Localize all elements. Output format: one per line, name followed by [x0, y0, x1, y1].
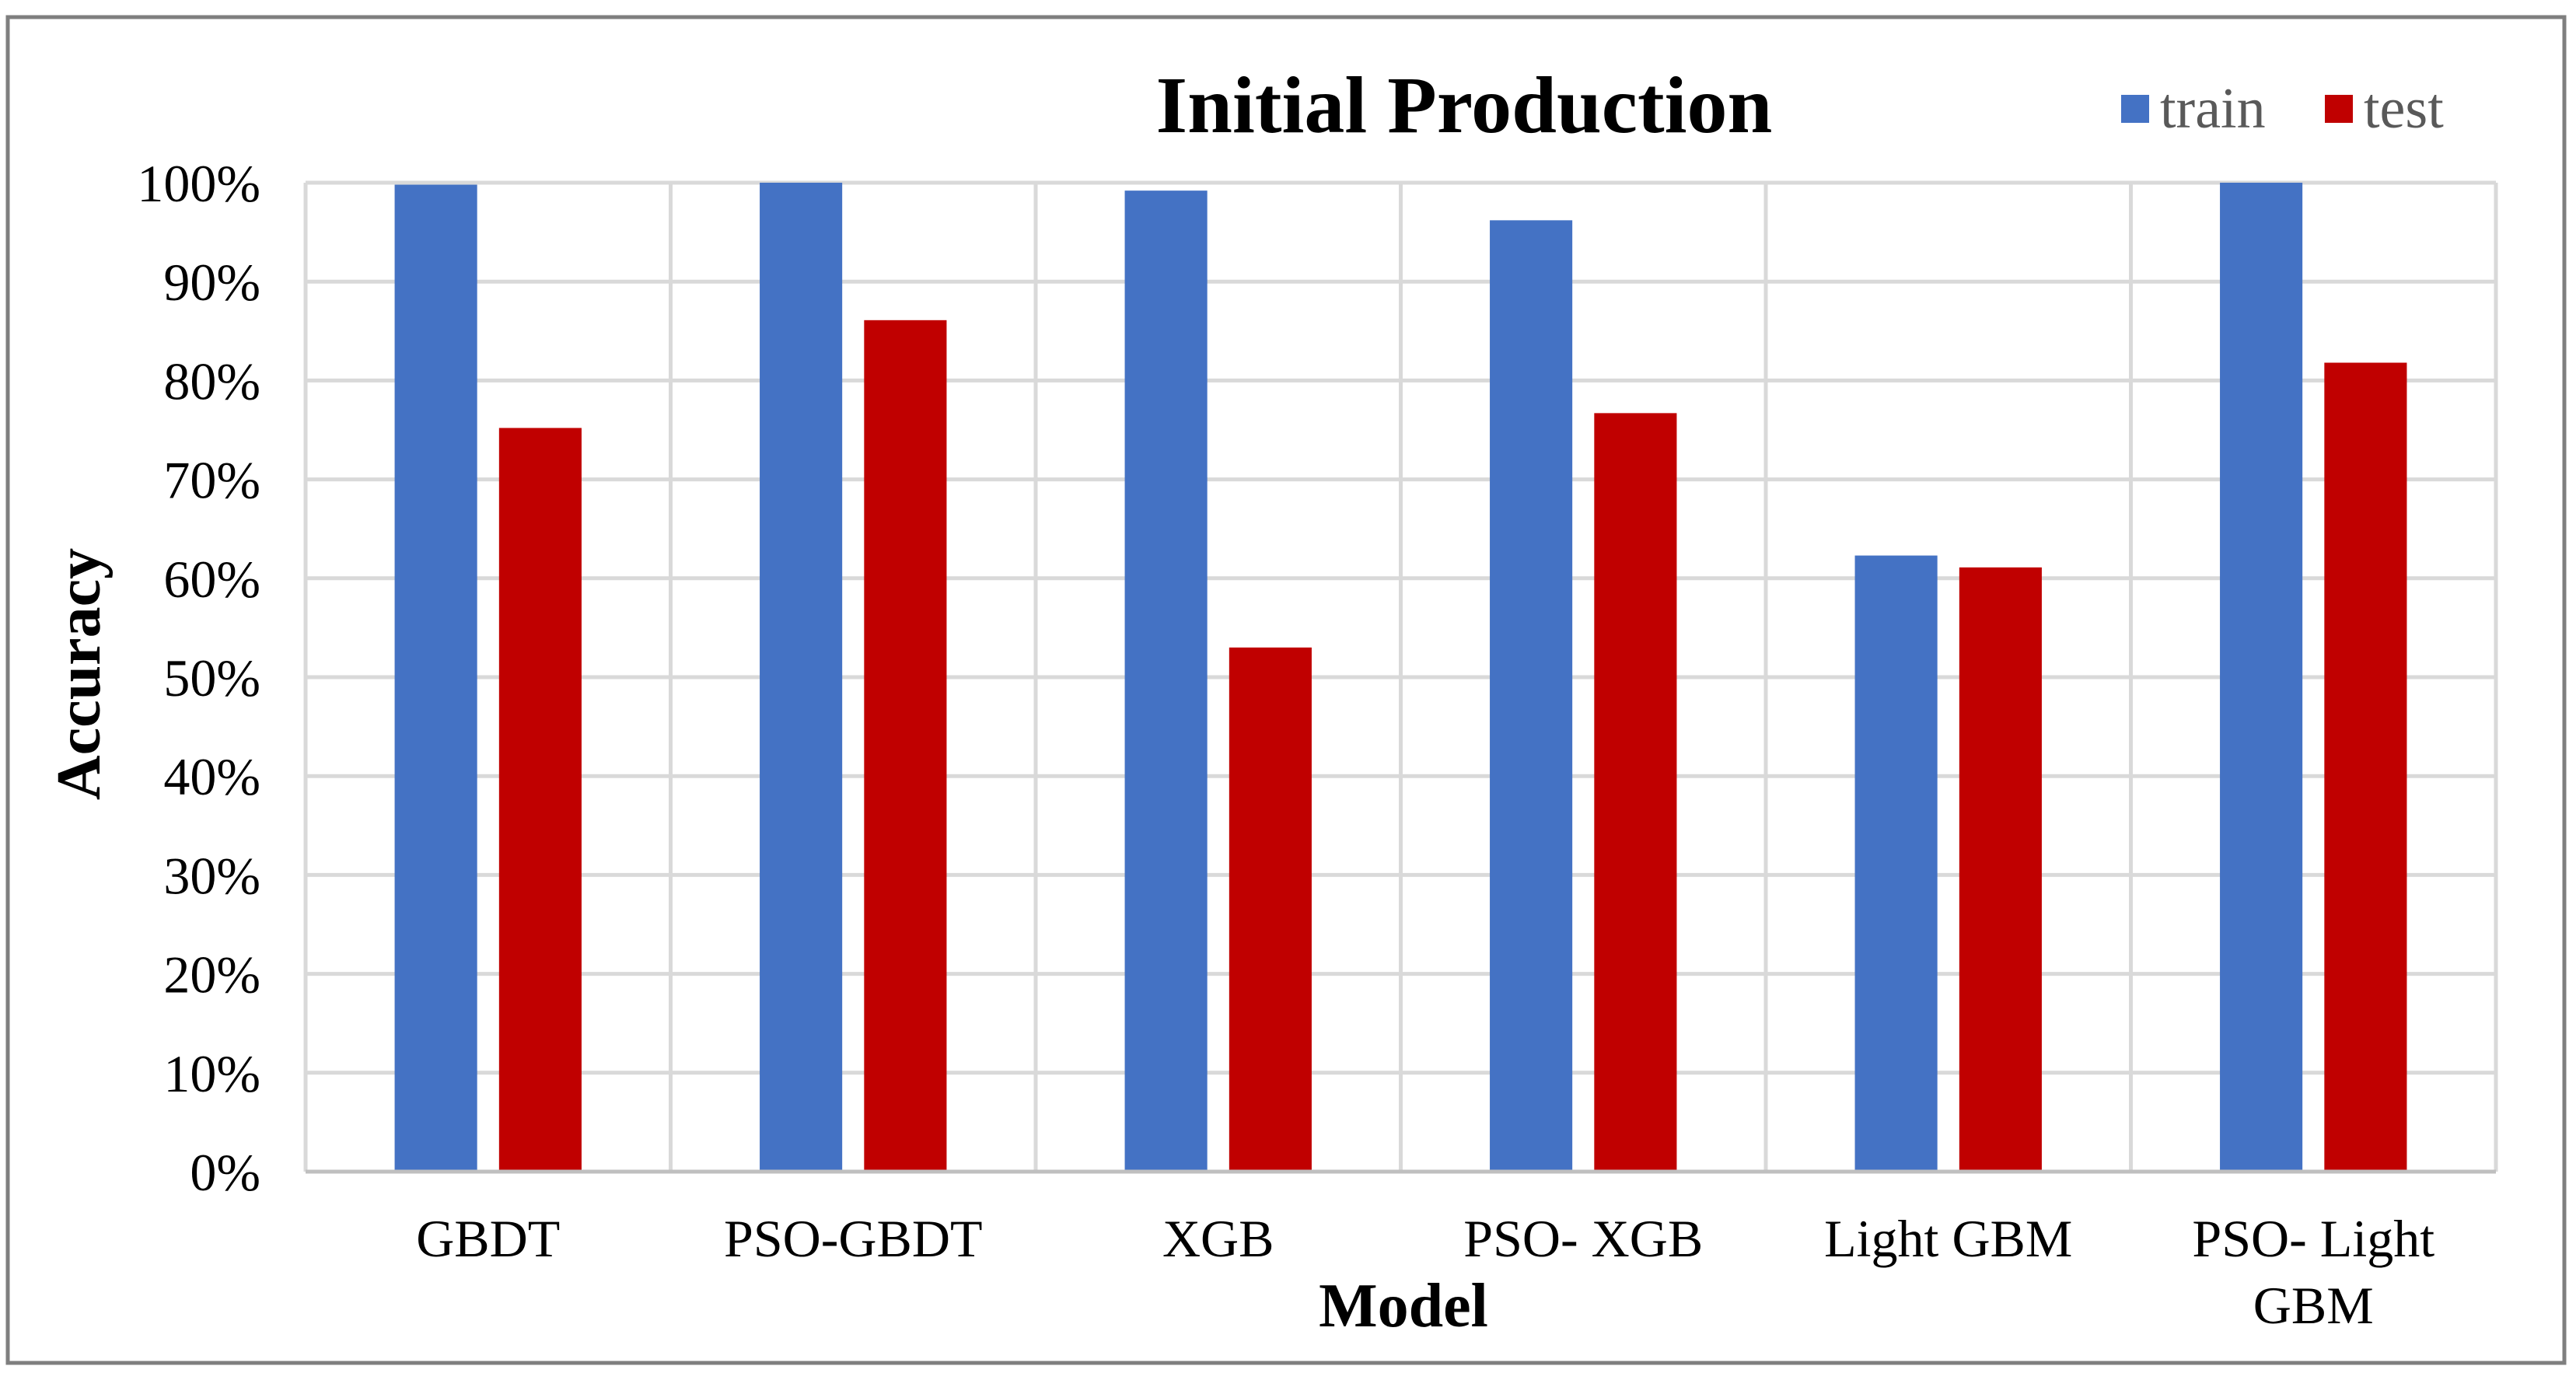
y-tick-label: 100%: [137, 154, 260, 213]
y-tick-label: 20%: [163, 945, 260, 1004]
bar-train: [394, 184, 477, 1172]
y-tick-label: 40%: [163, 747, 260, 806]
y-tick-label: 0%: [190, 1143, 260, 1202]
bar-test: [1959, 567, 2042, 1172]
legend-swatch-train: [2121, 95, 2149, 123]
bar-test: [2324, 362, 2407, 1172]
x-tick-label-line: Light GBM: [1824, 1209, 2072, 1268]
x-tick-label-line: GBDT: [416, 1209, 560, 1268]
x-tick-label-line: PSO- Light: [2192, 1209, 2434, 1268]
x-axis-title: Model: [1319, 1272, 1488, 1340]
y-tick-label: 60%: [163, 550, 260, 609]
bar-train: [1490, 220, 1573, 1172]
legend-label-train: train: [2160, 77, 2266, 141]
legend-label-test: test: [2364, 77, 2444, 141]
x-tick-label-line: XGB: [1162, 1209, 1274, 1268]
x-tick-label: PSO-GBDT: [724, 1209, 983, 1268]
y-tick-label: 80%: [163, 351, 260, 411]
x-tick-label: PSO- XGB: [1463, 1209, 1703, 1268]
legend-swatch-test: [2325, 95, 2353, 123]
x-tick-label-line: PSO-GBDT: [724, 1209, 983, 1268]
x-tick-label-line: PSO- XGB: [1463, 1209, 1703, 1268]
x-tick-label: GBDT: [416, 1209, 560, 1268]
bar-test: [864, 320, 947, 1172]
bar-train: [1854, 555, 1938, 1172]
chart-title: Initial Production: [1156, 61, 1773, 150]
x-tick-label: PSO- Light GBM: [2192, 1209, 2434, 1335]
bar-train: [1124, 190, 1208, 1172]
legend: train test: [2121, 77, 2444, 141]
x-tick-label-line: GBM: [2253, 1276, 2374, 1335]
y-axis-title: Accuracy: [45, 548, 114, 800]
bar-test: [498, 428, 582, 1172]
bar-layer: [394, 183, 2407, 1172]
x-tick-label: XGB: [1162, 1209, 1274, 1268]
y-tick-label: 10%: [163, 1044, 260, 1103]
y-tick-label: 50%: [163, 648, 260, 707]
y-tick-label: 30%: [163, 846, 260, 905]
bar-test: [1594, 413, 1677, 1172]
x-tick-label: Light GBM: [1824, 1209, 2072, 1268]
y-tick-label: 90%: [163, 253, 260, 312]
bar-test: [1229, 647, 1312, 1172]
bar-train: [760, 183, 843, 1172]
y-tick-label: 70%: [163, 451, 260, 510]
bar-train: [2220, 183, 2303, 1172]
grid-layer: [303, 180, 2498, 1172]
axis-layer: 0% 10% 20% 30% 40% 50% 60% 70% 80% 90% 100% GBDT PSO…: [137, 154, 2496, 1335]
